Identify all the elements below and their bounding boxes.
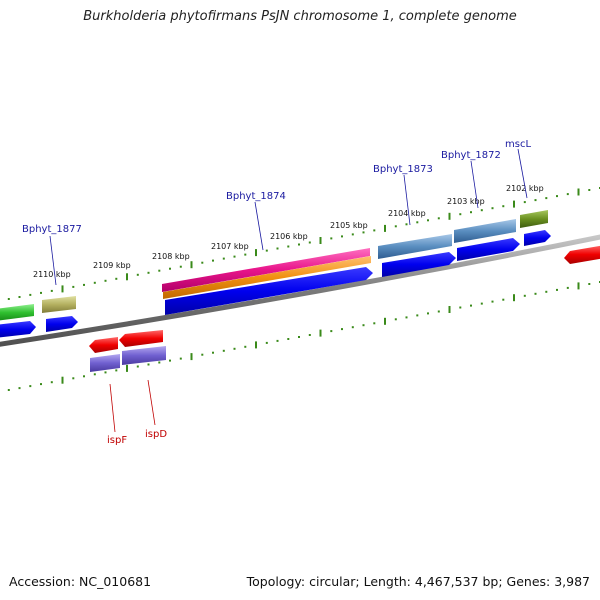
- leader-line: [403, 174, 411, 226]
- leader-line: [470, 160, 479, 209]
- gene-feature[interactable]: [378, 234, 452, 259]
- leader-line: [49, 235, 57, 286]
- leader-line: [109, 383, 116, 433]
- tick-label: 2106 kbp: [270, 232, 308, 241]
- gene-feature[interactable]: [457, 238, 520, 261]
- leader-line: [147, 379, 156, 426]
- gene-feature[interactable]: [520, 210, 548, 228]
- leader-line: [254, 201, 264, 251]
- gene-feature[interactable]: [46, 316, 78, 332]
- gene-label[interactable]: ispF: [107, 435, 127, 446]
- gene-feature[interactable]: [165, 267, 373, 315]
- gene-feature[interactable]: [454, 219, 516, 243]
- chromosome-backbone: [0, 234, 600, 347]
- tick-label: 2104 kbp: [388, 209, 426, 218]
- gene-feature[interactable]: [119, 330, 163, 347]
- map-title: Burkholderia phytofirmans PsJN chromosom…: [83, 9, 517, 24]
- gene-label[interactable]: Bphyt_1872: [441, 150, 501, 161]
- gene-feature[interactable]: [89, 337, 118, 353]
- gene-label[interactable]: Bphyt_1873: [373, 164, 433, 175]
- label-leaders: [49, 148, 528, 433]
- genome-summary: Topology: circular; Length: 4,467,537 bp…: [246, 574, 590, 589]
- gene-feature[interactable]: [0, 304, 34, 321]
- tick-label: 2110 kbp: [33, 270, 71, 279]
- forward-genes: [0, 210, 551, 338]
- gene-feature[interactable]: [162, 248, 370, 292]
- gene-label[interactable]: mscL: [505, 139, 531, 150]
- accession-label: Accession: NC_010681: [9, 574, 152, 589]
- tick-label: 2107 kbp: [211, 242, 249, 251]
- gene-feature[interactable]: [0, 321, 36, 338]
- outer-scale-line: [7, 187, 600, 300]
- tick-label: 2105 kbp: [330, 221, 368, 230]
- gene-feature[interactable]: [42, 296, 76, 313]
- gene-label[interactable]: Bphyt_1874: [226, 191, 286, 202]
- tick-label: 2109 kbp: [93, 261, 131, 270]
- reverse-genes: [89, 245, 600, 372]
- inner-scale-line: [7, 281, 600, 391]
- gene-feature[interactable]: [382, 252, 456, 277]
- gene-feature[interactable]: [122, 346, 166, 365]
- gene-feature[interactable]: [524, 230, 551, 246]
- gene-label[interactable]: Bphyt_1877: [22, 224, 82, 235]
- gene-feature[interactable]: [163, 256, 371, 299]
- gene-feature[interactable]: [564, 245, 600, 264]
- leader-line: [517, 148, 528, 199]
- gene-labels: Bphyt_1877 Bphyt_1874 Bphyt_1873 Bphyt_1…: [22, 139, 531, 446]
- gene-feature[interactable]: [90, 354, 120, 372]
- gene-label[interactable]: ispD: [145, 429, 167, 440]
- tick-label: 2108 kbp: [152, 252, 190, 261]
- tick-label: 2103 kbp: [447, 197, 485, 206]
